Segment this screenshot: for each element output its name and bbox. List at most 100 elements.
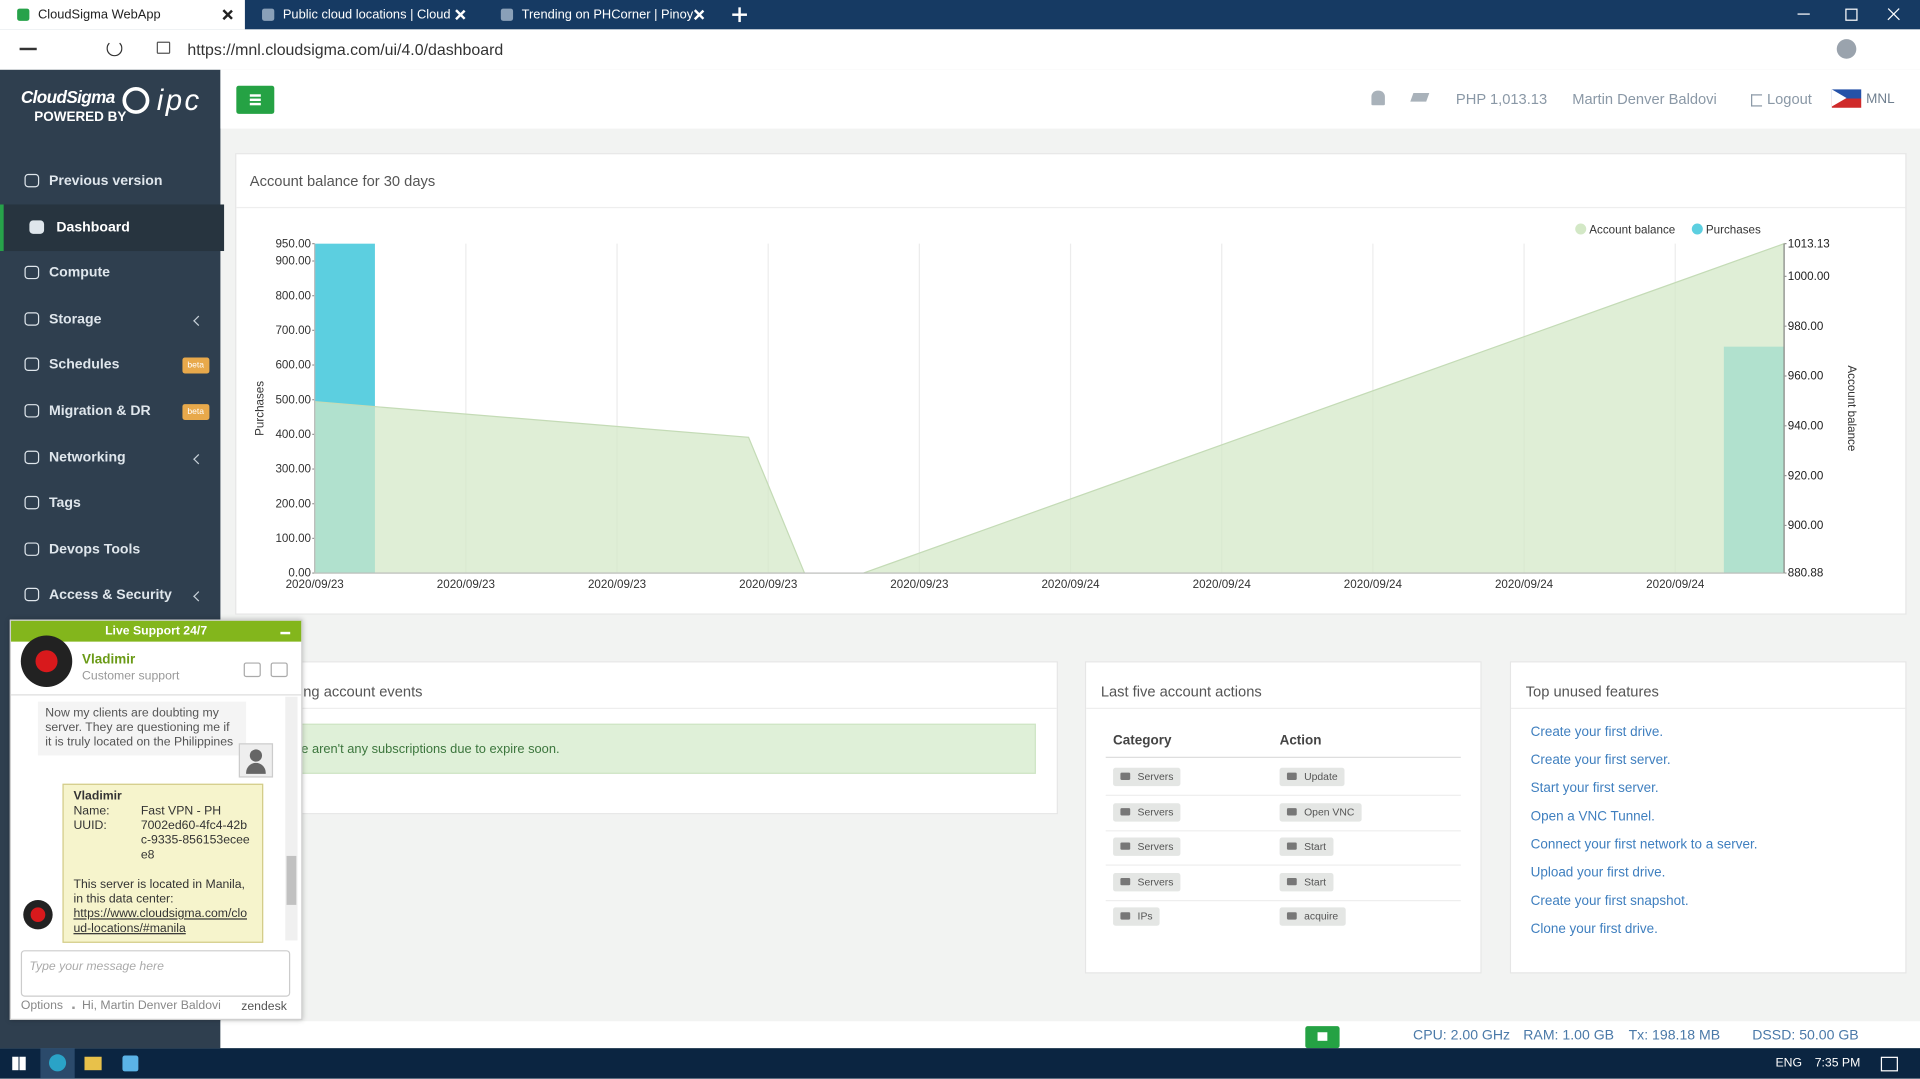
- y-tick-label: 200.00: [275, 497, 311, 510]
- agent-role: Customer support: [82, 669, 180, 684]
- notifications-center[interactable]: [1880, 1056, 1898, 1072]
- y-tick-label: 400.00: [275, 428, 311, 441]
- action-badge: Open VNC: [1279, 802, 1362, 822]
- feature-link[interactable]: Connect your first network to a server.: [1530, 837, 1758, 853]
- nav-item[interactable]: Devops Tools: [0, 526, 220, 573]
- nav-item[interactable]: Previous version: [0, 158, 220, 205]
- agent-avatar: [23, 900, 53, 930]
- start-button[interactable]: [12, 1056, 26, 1071]
- tab-title: Trending on PHCorner | Pinoy In: [521, 7, 694, 23]
- nav-item[interactable]: Tags: [0, 480, 220, 527]
- language[interactable]: ENG: [1775, 1056, 1803, 1071]
- balance[interactable]: PHP 1,013.13: [1455, 90, 1548, 108]
- browser-tab[interactable]: Trending on PHCorner | Pinoy In: [484, 0, 717, 29]
- nav-item[interactable]: Compute: [0, 250, 220, 297]
- address-bar: https://mnl.cloudsigma.com/ui/4.0/dashbo…: [0, 29, 1920, 72]
- new-tab[interactable]: [738, 7, 741, 23]
- feature-link[interactable]: Open a VNC Tunnel.: [1530, 809, 1655, 825]
- dssd: DSSD: 50.00 GB: [1752, 1028, 1859, 1044]
- logout[interactable]: Logout: [1766, 90, 1812, 108]
- category-badge: IPs: [1113, 907, 1160, 927]
- message-text: This server is located in Manila, in thi…: [73, 877, 245, 907]
- nav-label: Access & Security: [48, 588, 172, 603]
- chat-message: Now my clients are doubting my server. T…: [37, 701, 247, 756]
- legend: Account balance Purchases: [1575, 223, 1761, 236]
- profile-icon[interactable]: [1836, 39, 1857, 59]
- brand: CloudSigma: [20, 86, 115, 107]
- legend-label[interactable]: Account balance: [1589, 223, 1675, 236]
- taskbar-app[interactable]: [40, 1048, 75, 1079]
- back-button[interactable]: [19, 47, 37, 50]
- y2-tick-label: 940.00: [1788, 419, 1824, 432]
- y-tick-label: 0.00: [288, 567, 311, 580]
- favicon: [500, 8, 514, 21]
- chat-options[interactable]: Options: [20, 999, 64, 1013]
- close-tab[interactable]: [456, 10, 466, 20]
- rate-good[interactable]: [243, 662, 261, 678]
- feature-link[interactable]: Create your first drive.: [1530, 724, 1664, 740]
- message-input[interactable]: Type your message here: [20, 950, 291, 997]
- nav-item[interactable]: Migration & DR beta: [0, 388, 220, 435]
- chat-widget: Live Support 24/7 Vladimir Customer supp…: [9, 619, 303, 1021]
- minimize[interactable]: [1797, 13, 1810, 15]
- cpu: CPU: 2.00 GHz: [1413, 1028, 1511, 1044]
- clock[interactable]: 7:35 PM: [1814, 1056, 1861, 1071]
- rate-bad[interactable]: [270, 662, 288, 678]
- tab-title: CloudSigma WebApp: [37, 7, 161, 23]
- location[interactable]: MNL: [1866, 91, 1895, 107]
- notifications[interactable]: [1371, 90, 1385, 106]
- close-tab[interactable]: [694, 10, 704, 20]
- tab-title: Public cloud locations | Cloud Se: [282, 7, 455, 23]
- taskbar-app[interactable]: [84, 1056, 102, 1071]
- browser-tab[interactable]: CloudSigma WebApp: [0, 0, 245, 30]
- nav-item[interactable]: Dashboard: [0, 203, 225, 251]
- y2-tick-label: 1000.00: [1788, 270, 1831, 283]
- feature-link[interactable]: Upload your first drive.: [1530, 865, 1666, 881]
- browser-tab[interactable]: Public cloud locations | Cloud Se: [245, 0, 478, 29]
- chat-header[interactable]: Live Support 24/7: [11, 620, 302, 642]
- category-badge: Servers: [1113, 767, 1181, 787]
- field-row: UUID: 7002ed60-4fc4-42bc-9335-856153eceee…: [73, 819, 252, 863]
- message-link[interactable]: https://www.cloudsigma.com/cloud-locatio…: [73, 907, 248, 936]
- close-tab[interactable]: [223, 10, 233, 20]
- y-tick-label: 500.00: [275, 393, 311, 406]
- nav-item[interactable]: Access & Security: [0, 572, 220, 619]
- x-tick-label: 2020/09/24: [1646, 578, 1705, 591]
- x-tick-label: 2020/09/24: [1495, 578, 1554, 591]
- y2-tick-label: 980.00: [1788, 320, 1824, 333]
- nav-item[interactable]: Storage: [0, 296, 220, 343]
- nav-label: Migration & DR: [48, 404, 151, 419]
- favicon: [262, 8, 275, 21]
- url[interactable]: https://mnl.cloudsigma.com/ui/4.0/dashbo…: [187, 40, 504, 59]
- gift-button[interactable]: [1305, 1026, 1340, 1049]
- column-header: Action: [1279, 733, 1322, 749]
- scrollbar[interactable]: [285, 696, 298, 941]
- beta-badge: beta: [182, 404, 209, 421]
- actions-panel: Last five account actions Category Action…: [1084, 661, 1482, 974]
- tutorials[interactable]: [1410, 93, 1430, 102]
- nav-icon: [24, 311, 40, 326]
- info-message: e aren't any subscriptions due to expire…: [301, 742, 560, 757]
- nav-item[interactable]: Schedules beta: [0, 342, 220, 389]
- feature-link[interactable]: Clone your first drive.: [1530, 922, 1658, 937]
- chevron: [193, 453, 204, 464]
- reload-button[interactable]: [106, 40, 123, 57]
- maximize[interactable]: [1845, 8, 1858, 21]
- taskbar-app[interactable]: [122, 1055, 139, 1072]
- row-divider: [1105, 899, 1461, 901]
- y-tick-label: 950.00: [275, 237, 311, 250]
- field-label: UUID:: [73, 819, 107, 833]
- user-name[interactable]: Martin Denver Baldovi: [1572, 90, 1717, 108]
- menu-toggle[interactable]: [236, 85, 275, 114]
- feature-link[interactable]: Create your first snapshot.: [1530, 893, 1689, 909]
- agent-name: Vladimir: [82, 652, 136, 668]
- feature-link[interactable]: Create your first server.: [1530, 753, 1671, 768]
- nav-item[interactable]: Networking: [0, 434, 220, 481]
- minimize-chat[interactable]: [280, 631, 291, 634]
- legend-label[interactable]: Purchases: [1706, 223, 1761, 236]
- status-bar: [220, 1021, 1920, 1049]
- feature-link[interactable]: Start your first server.: [1530, 781, 1659, 796]
- y-axis-title: Purchases: [253, 381, 266, 436]
- column-header: Category: [1113, 733, 1172, 749]
- x-tick-label: 2020/09/23: [588, 578, 646, 591]
